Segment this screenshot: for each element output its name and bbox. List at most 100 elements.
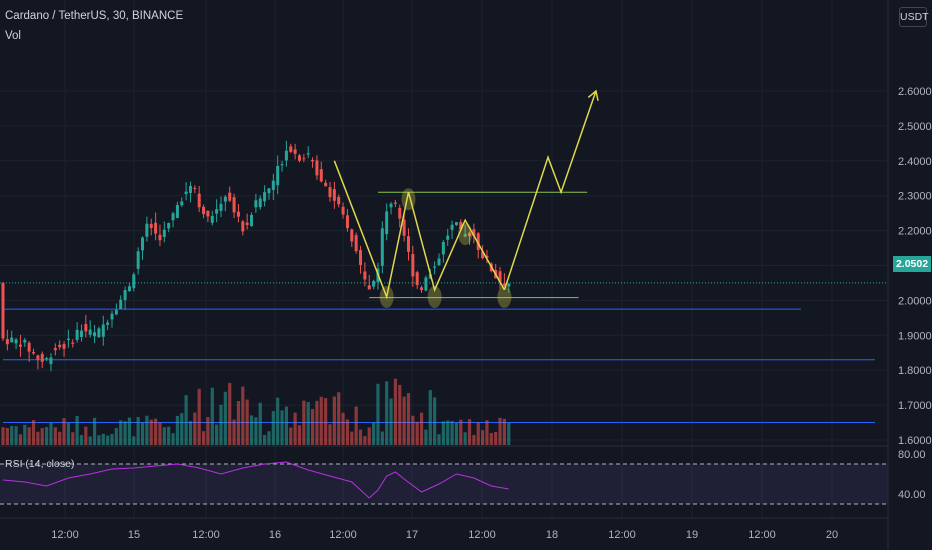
volume-bar <box>284 406 288 445</box>
volume-bar <box>380 431 384 445</box>
candle-body <box>88 329 92 335</box>
rsi-line <box>2 461 509 499</box>
candle-body <box>10 337 14 343</box>
volume-bar <box>101 433 105 445</box>
volume-bar <box>310 409 315 445</box>
candle-body <box>454 222 458 225</box>
currency-button[interactable]: USDT <box>899 7 929 27</box>
volume-bar <box>71 432 75 445</box>
candle-body <box>476 233 480 250</box>
volume-bar <box>293 412 297 445</box>
volume-bar <box>119 420 123 445</box>
volume-bar <box>53 427 57 445</box>
volume-bar <box>254 417 258 445</box>
volume-bar <box>79 435 84 445</box>
candle-body <box>498 271 502 282</box>
candle-body <box>97 328 101 338</box>
price-tick-label: 2.6000 <box>898 86 932 98</box>
volume-bar <box>263 434 267 445</box>
candle-body <box>502 283 506 286</box>
volume-bar <box>328 424 332 445</box>
candle-body <box>180 201 184 206</box>
volume-bar <box>393 378 397 445</box>
candle-body <box>271 180 275 190</box>
volume-bar <box>485 420 489 445</box>
candle-body <box>315 160 319 176</box>
candle-body <box>45 358 49 360</box>
time-tick-label: 12:00 <box>192 529 220 541</box>
volume-bar <box>450 421 454 445</box>
volume-bar <box>502 418 506 445</box>
pattern-marker <box>401 188 416 211</box>
rsi-tick-label: 80.00 <box>898 449 926 461</box>
candle-body <box>337 196 341 205</box>
candle-body <box>276 165 280 186</box>
candle-body <box>481 251 485 259</box>
volume-bar <box>45 427 49 445</box>
volume-bar <box>197 388 201 445</box>
volume-bar <box>10 426 14 445</box>
candle-body <box>14 339 18 344</box>
candle-body <box>341 206 345 215</box>
candle-body <box>241 221 245 232</box>
candle-body <box>145 223 149 237</box>
axes: 1.60001.70001.80001.90002.00002.10002.20… <box>51 0 932 550</box>
pattern-marker <box>497 285 512 308</box>
candle-body <box>210 215 214 223</box>
candle-body <box>215 209 219 214</box>
volume-bar <box>210 387 214 445</box>
grid-lines <box>0 0 888 518</box>
candle-body <box>250 214 254 227</box>
candle-body <box>93 332 97 337</box>
time-tick-label: 18 <box>546 529 558 541</box>
volume-bar <box>367 427 371 445</box>
volume-bar <box>149 419 153 445</box>
candle-body <box>263 192 267 202</box>
candle-body <box>141 237 145 251</box>
volume-bar <box>363 436 367 445</box>
candle-body <box>385 211 389 235</box>
candle-body <box>468 232 472 237</box>
last-price-badge: 2.0502 <box>893 256 931 272</box>
volume-bar <box>241 386 245 445</box>
volume-bar <box>236 400 241 445</box>
volume-bar <box>428 390 432 445</box>
volume-bar <box>467 419 472 445</box>
candle-body <box>66 338 70 340</box>
volume-bar <box>337 392 341 445</box>
candle-body <box>197 193 201 208</box>
candle-body <box>158 234 162 241</box>
price-tick-label: 2.0000 <box>898 295 932 307</box>
time-tick-label: 12:00 <box>329 529 357 541</box>
volume-bar <box>158 422 162 445</box>
candle-body <box>267 188 271 194</box>
volume-bar <box>306 402 310 445</box>
volume-bar <box>289 427 293 445</box>
time-tick-label: 20 <box>826 529 838 541</box>
volume-bar <box>476 422 480 445</box>
volume-bar <box>18 434 23 445</box>
volume-bar <box>154 418 158 445</box>
candle-body <box>424 277 428 291</box>
volume-bar <box>463 432 467 445</box>
candle-body <box>162 229 166 237</box>
candle-body <box>324 182 328 187</box>
volume-bar <box>127 417 132 445</box>
volume-bar <box>88 436 92 445</box>
candle-body <box>32 352 36 354</box>
candle-body <box>75 329 79 340</box>
candle-body <box>127 286 131 292</box>
candle-body <box>319 169 323 182</box>
zigzag-pattern <box>333 160 506 300</box>
candle-body <box>79 330 83 337</box>
candle-body <box>411 254 415 277</box>
candle-body <box>289 146 293 152</box>
candle-body <box>106 322 110 325</box>
volume-bar <box>437 434 441 445</box>
candle-body <box>188 185 192 193</box>
candle-body <box>437 258 441 266</box>
volume-bar <box>106 435 110 445</box>
candle-body <box>359 250 363 265</box>
volume-bar <box>232 419 236 445</box>
chart-title: Cardano / TetherUS, 30, BINANCE <box>5 10 184 22</box>
